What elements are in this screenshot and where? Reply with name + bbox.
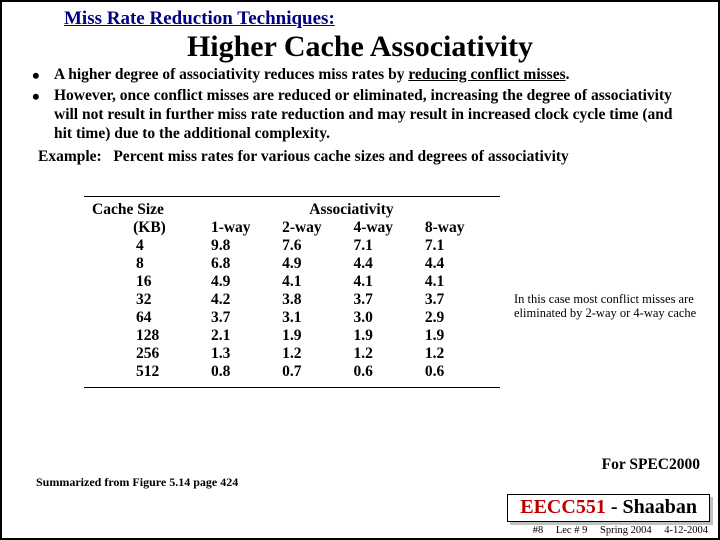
miss-rate-cell: 7.1	[351, 237, 422, 255]
way-header: 4-way	[351, 219, 422, 237]
miss-rate-cell: 1.3	[209, 345, 280, 363]
cache-size-cell: 128	[90, 327, 209, 345]
miss-rate-cell: 2.1	[209, 327, 280, 345]
slide-title: Higher Cache Associativity	[2, 30, 718, 66]
way-header: 2-way	[280, 219, 351, 237]
miss-rate-cell: 3.8	[280, 291, 351, 309]
miss-rate-cell: 4.1	[423, 273, 494, 291]
bullet-list: A higher degree of associativity reduces…	[2, 66, 718, 144]
miss-rate-cell: 3.1	[280, 309, 351, 327]
example-text: Percent miss rates for various cache siz…	[113, 148, 568, 165]
example-label: Example:	[38, 148, 102, 165]
miss-rate-cell: 0.6	[423, 363, 494, 381]
miss-rate-cell: 1.2	[423, 345, 494, 363]
miss-rate-cell: 6.8	[209, 255, 280, 273]
table-row: 643.73.13.02.9	[90, 309, 494, 327]
cache-size-cell: 512	[90, 363, 209, 381]
course-code: EECC551	[520, 496, 606, 518]
miss-rate-cell: 2.9	[423, 309, 494, 327]
miss-rate-cell: 0.7	[280, 363, 351, 381]
table: Cache Size Associativity (KB) 1-way 2-wa…	[90, 201, 494, 381]
cache-size-cell: 256	[90, 345, 209, 363]
miss-rate-cell: 3.7	[351, 291, 422, 309]
slide-number: #8	[533, 525, 544, 536]
miss-rate-cell: 7.1	[423, 237, 494, 255]
miss-rate-cell: 1.9	[351, 327, 422, 345]
lecture-number: Lec # 9	[556, 525, 588, 536]
bullet-item: However, once conflict misses are reduce…	[54, 87, 690, 144]
spec-note: For SPEC2000	[602, 456, 700, 474]
example-line: Example: Percent miss rates for various …	[2, 146, 718, 166]
miss-rate-cell: 3.7	[423, 291, 494, 309]
miss-rate-cell: 9.8	[209, 237, 280, 255]
table-row: 2561.31.21.21.2	[90, 345, 494, 363]
miss-rate-cell: 7.6	[280, 237, 351, 255]
miss-rate-cell: 0.6	[351, 363, 422, 381]
col-header-size: Cache Size	[90, 201, 209, 219]
miss-rate-cell: 4.1	[351, 273, 422, 291]
bullet-item: A higher degree of associativity reduces…	[54, 66, 690, 85]
way-header: 1-way	[209, 219, 280, 237]
cache-size-cell: 64	[90, 309, 209, 327]
miss-rate-cell: 1.2	[280, 345, 351, 363]
cache-size-cell: 4	[90, 237, 209, 255]
miss-rate-cell: 4.2	[209, 291, 280, 309]
bullet-underline: reducing conflict misses	[408, 66, 565, 83]
table-row: 49.87.67.17.1	[90, 237, 494, 255]
summary-citation: Summarized from Figure 5.14 page 424	[36, 475, 238, 490]
table-row: 324.23.83.73.7	[90, 291, 494, 309]
miss-rate-cell: 4.9	[280, 255, 351, 273]
miss-rate-cell: 4.4	[423, 255, 494, 273]
way-header: 8-way	[423, 219, 494, 237]
bullet-text: .	[566, 66, 570, 83]
term: Spring 2004	[600, 525, 652, 536]
miss-rate-cell: 0.8	[209, 363, 280, 381]
table-row: 164.94.14.14.1	[90, 273, 494, 291]
cache-size-cell: 8	[90, 255, 209, 273]
table-row: 5120.80.70.60.6	[90, 363, 494, 381]
annotation-note: In this case most conflict misses are el…	[514, 292, 714, 321]
brand-sep: -	[606, 496, 623, 518]
author-name: Shaaban	[623, 496, 698, 518]
cache-size-cell: 16	[90, 273, 209, 291]
miss-rate-cell: 1.2	[351, 345, 422, 363]
date: 4-12-2004	[664, 525, 708, 536]
section-topic: Miss Rate Reduction Techniques:	[2, 2, 718, 30]
col-header-assoc: Associativity	[280, 201, 423, 219]
col-header-kb: (KB)	[90, 219, 209, 237]
miss-rate-cell: 1.9	[423, 327, 494, 345]
miss-rate-cell: 4.4	[351, 255, 422, 273]
table-row: 1282.11.91.91.9	[90, 327, 494, 345]
cache-size-cell: 32	[90, 291, 209, 309]
miss-rate-cell: 4.1	[280, 273, 351, 291]
miss-rate-table: Cache Size Associativity (KB) 1-way 2-wa…	[84, 196, 500, 388]
bullet-text: A higher degree of associativity reduces…	[54, 66, 408, 83]
miss-rate-cell: 3.0	[351, 309, 422, 327]
course-brand: EECC551 - Shaaban	[507, 494, 710, 522]
table-row: 86.84.94.44.4	[90, 255, 494, 273]
table-body: 49.87.67.17.186.84.94.44.4164.94.14.14.1…	[90, 237, 494, 381]
miss-rate-cell: 3.7	[209, 309, 280, 327]
miss-rate-cell: 1.9	[280, 327, 351, 345]
footer-meta: #8 Lec # 9 Spring 2004 4-12-2004	[523, 525, 708, 536]
miss-rate-cell: 4.9	[209, 273, 280, 291]
